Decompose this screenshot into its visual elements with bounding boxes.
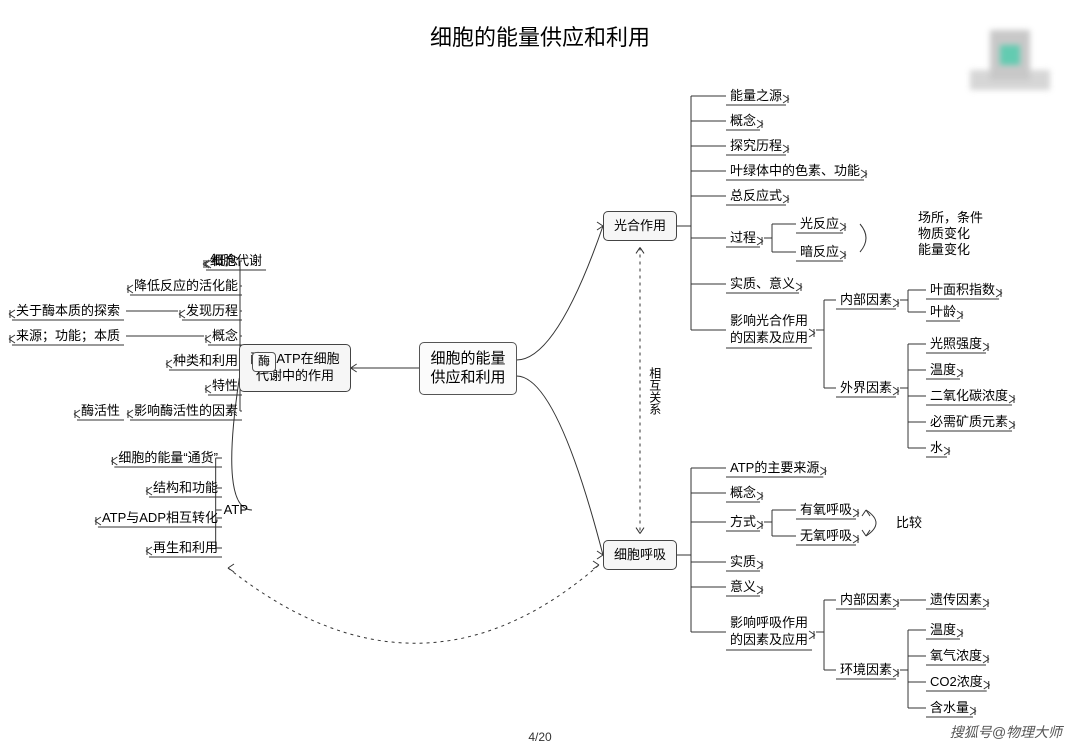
hub-enzyme: 酶 xyxy=(252,352,276,372)
leaf-resp-outer-item: 温度 xyxy=(930,622,956,639)
leaf-resp-mode-sub: 有氧呼吸 xyxy=(800,502,852,519)
page-number: 4/20 xyxy=(0,730,1080,744)
note-process: 物质变化 xyxy=(918,226,970,243)
leaf-enzyme-extra: 细胞代谢 xyxy=(210,253,262,270)
leaf-photo-outer-item: 二氧化碳浓度 xyxy=(930,388,1008,405)
leaf-resp-mode: 方式 xyxy=(730,514,756,531)
note-process: 场所，条件 xyxy=(918,210,983,227)
leaf-photo: 概念 xyxy=(730,113,756,130)
leaf-atp: 再生和利用 xyxy=(153,540,218,557)
leaf-resp-mode-sub: 无氧呼吸 xyxy=(800,528,852,545)
leaf-photo: 能量之源 xyxy=(730,88,782,105)
leaf-photo-process: 过程 xyxy=(730,230,756,247)
leaf-resp-outer-item: 含水量 xyxy=(930,700,969,717)
node-respiration: 细胞呼吸 xyxy=(603,540,677,571)
node-photosynthesis: 光合作用 xyxy=(603,211,677,242)
leaf-enzyme: 种类和利用 xyxy=(173,353,238,370)
leaf-enzyme-far: 来源；功能；本质 xyxy=(16,328,120,345)
leaf-enzyme: 特性 xyxy=(212,378,238,395)
leaf-photo-outer-item: 光照强度 xyxy=(930,336,982,353)
note-process: 能量变化 xyxy=(918,242,970,259)
leaf-resp: ATP的主要来源 xyxy=(730,460,819,477)
leaf-enzyme: 概念 xyxy=(212,328,238,345)
watermark: 搜狐号@物理大师 xyxy=(950,722,1062,742)
leaf-resp-inner-item: 遗传因素 xyxy=(930,592,982,609)
leaf-photo-inner-item: 叶龄 xyxy=(930,304,956,321)
leaf-resp-factors: 影响呼吸作用的因素及应用 xyxy=(730,615,808,649)
leaf-resp-outer-item: 氧气浓度 xyxy=(930,648,982,665)
leaf-atp: 结构和功能 xyxy=(153,480,218,497)
page-title: 细胞的能量供应和利用 xyxy=(0,20,1080,52)
leaf-enzyme: 发现历程 xyxy=(186,303,238,320)
leaf-photo-outer-item: 必需矿质元素 xyxy=(930,414,1008,431)
leaf-photo: 叶绿体中的色素、功能 xyxy=(730,163,860,180)
leaf-enzyme: 影响酶活性的因素 xyxy=(134,403,238,420)
leaf-photo-process-sub: 光反应 xyxy=(800,216,839,233)
leaf-resp-outer-item: CO2浓度 xyxy=(930,674,983,691)
leaf-resp: 实质 xyxy=(730,554,756,571)
leaf-resp: 意义 xyxy=(730,579,756,596)
leaf-photo: 探究历程 xyxy=(730,138,782,155)
leaf-resp-inner: 内部因素 xyxy=(840,592,892,609)
hub-atp: ATP xyxy=(224,502,248,519)
label-relation: 相互关系 xyxy=(646,367,662,415)
node-center: 细胞的能量供应和利用 xyxy=(419,342,516,395)
leaf-atp: 细胞的能量“通货” xyxy=(118,450,218,467)
leaf-photo-inner-item: 叶面积指数 xyxy=(930,282,995,299)
leaf-photo-inner: 内部因素 xyxy=(840,292,892,309)
leaf-photo-outer-item: 水 xyxy=(930,440,943,457)
logo-blurred xyxy=(970,30,1050,90)
leaf-atp: ATP与ADP相互转化 xyxy=(102,510,218,527)
leaf-resp: 概念 xyxy=(730,485,756,502)
leaf-photo: 实质、意义 xyxy=(730,276,795,293)
leaf-photo-process-sub: 暗反应 xyxy=(800,244,839,261)
leaf-enzyme-far: 酶活性 xyxy=(81,403,120,420)
connector-lines xyxy=(0,0,1080,754)
leaf-photo-factors: 影响光合作用的因素及应用 xyxy=(730,313,808,347)
leaf-resp-outer: 环境因素 xyxy=(840,662,892,679)
leaf-photo-outer-item: 温度 xyxy=(930,362,956,379)
leaf-enzyme: 降低反应的活化能 xyxy=(134,278,238,295)
note-compare: 比较 xyxy=(896,515,922,532)
mindmap-canvas: 细胞的能量供应和利用 4/20 搜狐号@物理大师 细胞的能量供应和利用酶与ATP… xyxy=(0,0,1080,754)
leaf-enzyme-far: 关于酶本质的探索 xyxy=(16,303,120,320)
leaf-photo: 总反应式 xyxy=(730,188,782,205)
leaf-photo-outer: 外界因素 xyxy=(840,380,892,397)
